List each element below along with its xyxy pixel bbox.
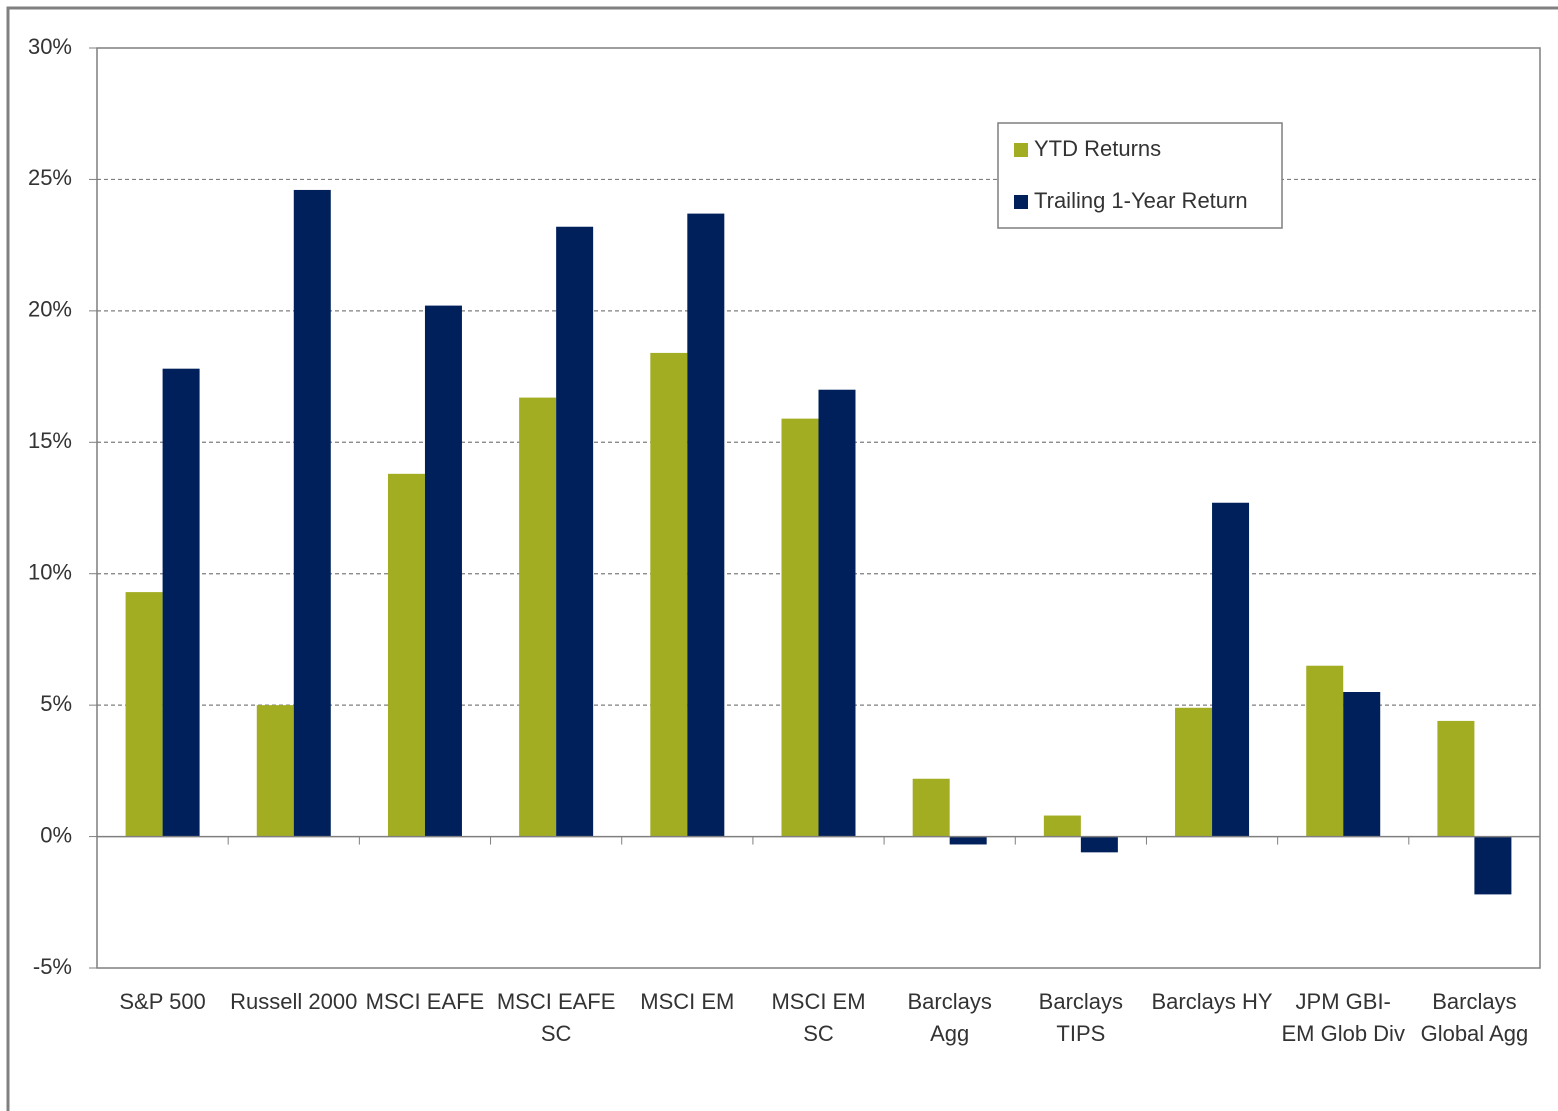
y-tick-label: 5% — [40, 691, 72, 716]
y-tick-label: -5% — [33, 954, 72, 979]
legend-label: YTD Returns — [1034, 136, 1161, 161]
bar — [949, 836, 987, 845]
bar — [1343, 692, 1381, 837]
plot-area — [96, 47, 1541, 969]
x-tick-label: Barclays Global Agg — [1420, 989, 1529, 1046]
x-tick-label: S&P 500 — [119, 989, 206, 1014]
legend-label: Trailing 1-Year Return — [1034, 188, 1248, 213]
bar — [1043, 815, 1081, 837]
legend-swatch — [1014, 195, 1028, 209]
bar — [256, 705, 294, 837]
x-tick-label: MSCI EAFE — [365, 989, 485, 1014]
bar — [1080, 836, 1118, 853]
bar — [387, 473, 425, 837]
y-tick-label: 20% — [28, 297, 72, 322]
bar — [781, 418, 819, 837]
bar — [1474, 836, 1512, 895]
x-tick-label: JPM GBI-EM Glob Div — [1281, 989, 1405, 1046]
y-tick-label: 10% — [28, 560, 72, 585]
bar — [162, 368, 200, 837]
bar — [650, 352, 688, 837]
bar — [1306, 665, 1344, 837]
x-tick-label: Barclays HY — [1151, 989, 1273, 1014]
bar — [556, 226, 594, 837]
x-tick-label: MSCI EM — [640, 989, 735, 1014]
x-tick-label: MSCI EM SC — [771, 989, 866, 1046]
y-tick-label: 0% — [40, 822, 72, 847]
y-tick-label: 25% — [28, 165, 72, 190]
bar — [424, 305, 462, 837]
bar — [293, 189, 331, 837]
bar — [1437, 720, 1475, 837]
x-tick-label: Barclays TIPS — [1038, 989, 1124, 1046]
bar — [818, 389, 856, 837]
bar — [1175, 707, 1213, 837]
x-tick-label: Barclays Agg — [907, 989, 992, 1046]
legend-swatch — [1014, 143, 1028, 157]
x-tick-label: Russell 2000 — [230, 989, 358, 1014]
x-tick-label: MSCI EAFE SC — [496, 989, 616, 1046]
bar — [125, 592, 163, 837]
y-tick-label: 30% — [28, 34, 72, 59]
frame — [6, 6, 1558, 1111]
y-tick-label: 15% — [28, 428, 72, 453]
bar — [519, 397, 557, 837]
bar — [912, 778, 950, 837]
legend-box — [997, 122, 1283, 229]
bar — [687, 213, 725, 837]
bar — [1212, 502, 1250, 837]
